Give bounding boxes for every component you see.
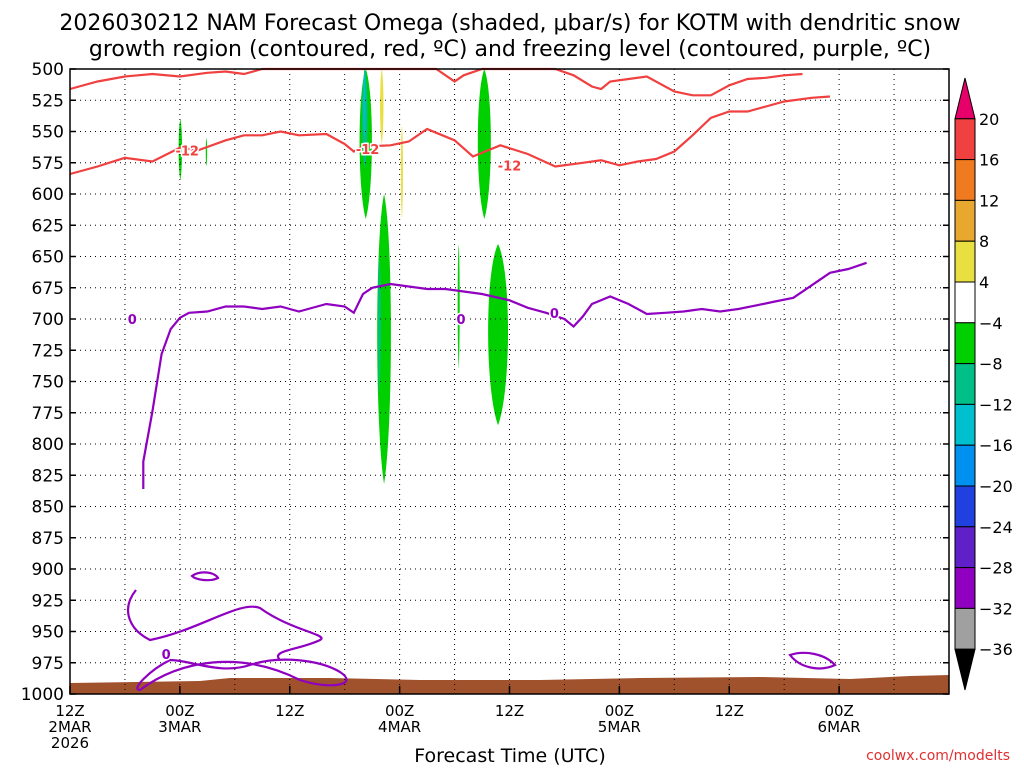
omega-shade-4 bbox=[363, 69, 366, 138]
chart-title-line1: 2026030212 NAM Forecast Omega (shaded, μ… bbox=[59, 11, 960, 36]
colorbar-label: −28 bbox=[979, 559, 1013, 578]
y-tick-label: 675 bbox=[32, 279, 64, 299]
colorbar-label: −36 bbox=[979, 640, 1013, 659]
colorbar-swatch bbox=[954, 526, 976, 569]
omega-shade-1 bbox=[205, 137, 208, 167]
colorbar-label: −16 bbox=[979, 436, 1013, 455]
x-tick-label: 12Z bbox=[715, 702, 744, 720]
y-tick-label: 850 bbox=[32, 498, 64, 518]
y-tick-label: 600 bbox=[32, 185, 64, 205]
colorbar-label: −32 bbox=[979, 599, 1013, 618]
y-tick-label: 900 bbox=[32, 560, 64, 580]
omega-shade-5 bbox=[380, 69, 384, 144]
dendritic-contour-lower bbox=[69, 95, 831, 176]
colorbar-label: −20 bbox=[979, 477, 1013, 496]
colorbar-swatch bbox=[954, 363, 976, 405]
freezing-contour-main bbox=[142, 261, 867, 489]
colorbar-swatch bbox=[954, 444, 976, 487]
colorbar-label: 16 bbox=[979, 151, 999, 170]
freezing-contour-label: 0 bbox=[550, 307, 559, 322]
omega-shade-7 bbox=[377, 194, 391, 484]
x-axis-label: Forecast Time (UTC) bbox=[414, 745, 605, 767]
colorbar-bottom-triangle bbox=[954, 648, 976, 691]
y-tick-label: 1000 bbox=[21, 685, 64, 705]
colorbar-swatch bbox=[954, 159, 976, 201]
colorbar-swatch bbox=[954, 118, 976, 161]
y-tick-label: 700 bbox=[32, 310, 64, 330]
y-tick-label: 650 bbox=[32, 248, 64, 268]
colorbar-label: −4 bbox=[979, 314, 1003, 333]
y-tick-label: 925 bbox=[32, 591, 64, 611]
freezing-contour-label: 0 bbox=[456, 313, 465, 328]
colorbar-swatch bbox=[954, 607, 976, 650]
y-tick-label: 625 bbox=[32, 216, 64, 236]
x-tick-label: 00Z bbox=[385, 702, 414, 720]
y-tick-label: 775 bbox=[32, 404, 64, 424]
y-tick-label: 575 bbox=[32, 154, 64, 174]
colorbar-swatch bbox=[954, 240, 976, 283]
credit-text: coolwx.com/modelts bbox=[866, 748, 1010, 764]
freezing-contour-loop bbox=[190, 571, 220, 582]
x-tick-date: 5MAR bbox=[598, 718, 641, 736]
freezing-contour-mid bbox=[126, 589, 323, 661]
dendritic-contour-label: -12 bbox=[175, 144, 199, 159]
freezing-contour-label: 0 bbox=[162, 648, 171, 663]
x-tick-date: 4MAR bbox=[378, 718, 421, 736]
colorbar-label: 8 bbox=[979, 232, 989, 251]
omega-shade-10 bbox=[457, 244, 460, 369]
y-tick-label: 550 bbox=[32, 123, 64, 143]
y-tick-label: 875 bbox=[32, 529, 64, 549]
freezing-contour-label: 0 bbox=[128, 313, 137, 328]
omega-shade-6 bbox=[400, 125, 403, 219]
dendritic-contour-upper bbox=[69, 67, 803, 97]
colorbar-label: −8 bbox=[979, 355, 1003, 374]
dendritic-contour-label: -12 bbox=[356, 143, 380, 158]
y-tick-label: 975 bbox=[32, 654, 64, 674]
y-tick-label: 800 bbox=[32, 435, 64, 455]
colorbar-swatch bbox=[954, 403, 976, 446]
omega-shade-9 bbox=[477, 69, 491, 219]
y-tick-label: 725 bbox=[32, 341, 64, 361]
colorbar-label: 12 bbox=[979, 191, 999, 210]
colorbar-swatch bbox=[954, 567, 976, 609]
x-tick-date: 2MAR bbox=[48, 718, 91, 736]
x-tick-label: 00Z bbox=[165, 702, 194, 720]
colorbar-swatch bbox=[954, 322, 976, 365]
x-tick-date: 3MAR bbox=[158, 718, 201, 736]
chart-title-line2: growth region (contoured, red, ºC) and f… bbox=[89, 37, 931, 62]
freezing-contour-right bbox=[788, 651, 837, 670]
y-tick-label: 950 bbox=[32, 623, 64, 643]
omega-shade-11 bbox=[488, 244, 509, 426]
colorbar-label: −24 bbox=[979, 518, 1013, 537]
colorbar-swatch bbox=[954, 281, 976, 324]
x-tick-label: 00Z bbox=[824, 702, 853, 720]
x-tick-label: 12Z bbox=[55, 702, 84, 720]
colorbar-swatch bbox=[954, 485, 976, 528]
x-tick-date: 6MAR bbox=[818, 718, 861, 736]
x-tick-year: 2026 bbox=[51, 734, 89, 752]
y-tick-label: 525 bbox=[32, 91, 64, 111]
freezing-contour-low bbox=[136, 658, 348, 692]
colorbar-label: 20 bbox=[979, 110, 999, 129]
colorbar-label: 4 bbox=[979, 273, 989, 292]
x-tick-label: 12Z bbox=[495, 702, 524, 720]
dendritic-contour-label: -12 bbox=[498, 159, 522, 174]
x-tick-label: 00Z bbox=[605, 702, 634, 720]
y-tick-label: 825 bbox=[32, 466, 64, 486]
colorbar-top-triangle bbox=[954, 77, 976, 120]
omega-shade-8 bbox=[378, 256, 381, 394]
y-tick-label: 500 bbox=[32, 60, 64, 80]
colorbar-label: −12 bbox=[979, 395, 1013, 414]
y-tick-label: 750 bbox=[32, 373, 64, 393]
x-tick-label: 12Z bbox=[275, 702, 304, 720]
colorbar-swatch bbox=[954, 199, 976, 242]
